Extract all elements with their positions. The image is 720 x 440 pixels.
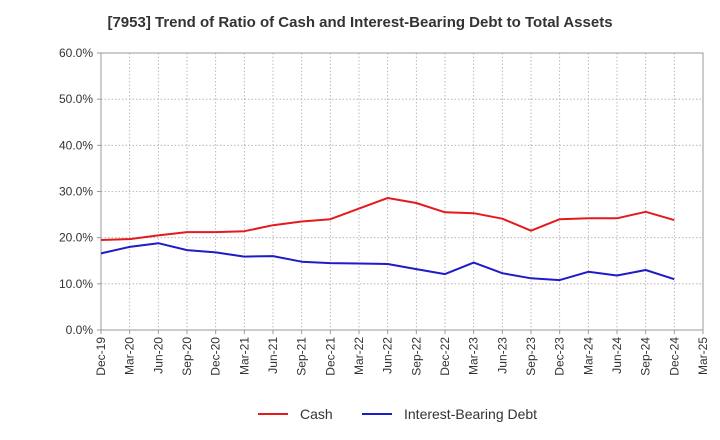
chart-title: [7953] Trend of Ratio of Cash and Intere… <box>107 14 613 31</box>
x-tick-label: Dec-23 <box>553 337 567 376</box>
legend-label: Cash <box>300 406 333 422</box>
y-tick-label: 20.0% <box>59 231 93 245</box>
x-tick-label: Jun-21 <box>266 337 280 374</box>
x-tick-label: Mar-23 <box>467 337 481 375</box>
x-tick-label: Mar-24 <box>581 337 595 375</box>
series-line-interest-bearing-debt <box>100 242 675 282</box>
x-tick-label: Mar-20 <box>123 337 137 375</box>
series-lines <box>100 197 675 282</box>
x-tick-label: Mar-22 <box>352 337 366 375</box>
legend: Cash Interest-Bearing Debt <box>258 406 537 422</box>
y-axis-ticks: 0.0% 10.0% 20.0% 30.0% 40.0% 50.0% 60.0% <box>59 46 101 337</box>
x-tick-label: Jun-23 <box>495 337 509 374</box>
legend-label: Interest-Bearing Debt <box>404 406 537 422</box>
y-tick-label: 0.0% <box>66 323 94 337</box>
x-axis-ticks: Dec-19 Mar-20 Jun-20 Sep-20 Dec-20 Mar-21 Jun-… <box>94 330 710 376</box>
x-tick-label: Sep-20 <box>180 337 194 376</box>
y-tick-label: 50.0% <box>59 92 93 106</box>
y-tick-label: 10.0% <box>59 277 93 291</box>
y-tick-label: 30.0% <box>59 185 93 199</box>
x-tick-label: Jun-20 <box>151 337 165 374</box>
x-tick-label: Dec-21 <box>323 337 337 376</box>
grid-lines <box>100 52 704 331</box>
x-tick-label: Jun-22 <box>381 337 395 374</box>
x-tick-label: Jun-24 <box>610 337 624 374</box>
x-tick-label: Dec-24 <box>667 337 681 376</box>
y-tick-label: 60.0% <box>59 46 93 60</box>
x-tick-label: Sep-22 <box>409 337 423 376</box>
x-tick-label: Dec-19 <box>94 337 108 376</box>
x-tick-label: Mar-21 <box>237 337 251 375</box>
series-line-cash <box>100 197 675 241</box>
x-tick-label: Sep-23 <box>524 337 538 376</box>
x-tick-label: Sep-21 <box>295 337 309 376</box>
y-tick-label: 40.0% <box>59 138 93 152</box>
x-tick-label: Dec-20 <box>209 337 223 376</box>
x-tick-label: Sep-24 <box>639 337 653 376</box>
x-tick-label: Mar-25 <box>696 337 710 375</box>
x-tick-label: Dec-22 <box>438 337 452 376</box>
